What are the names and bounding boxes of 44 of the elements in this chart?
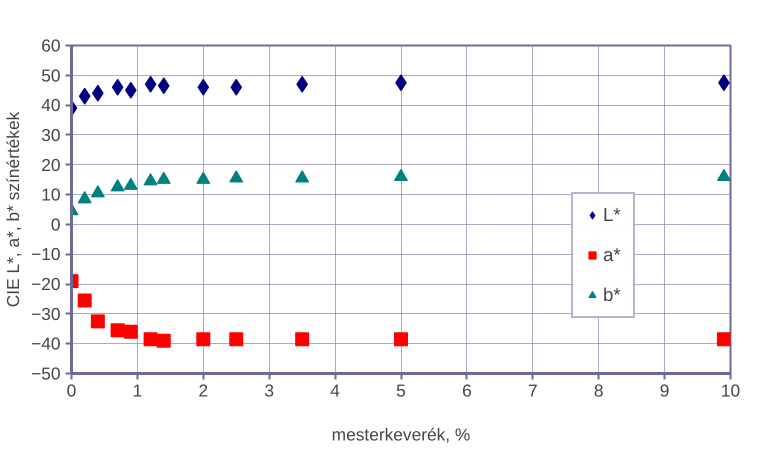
point bbox=[716, 332, 730, 346]
y-tick-label: −20 bbox=[31, 274, 61, 294]
legend-label: a* bbox=[603, 244, 622, 266]
y-tick-label: 50 bbox=[41, 65, 61, 86]
y-tick-label: −10 bbox=[31, 244, 61, 264]
point bbox=[110, 323, 125, 338]
point bbox=[124, 82, 137, 99]
x-tick-label: 2 bbox=[198, 380, 208, 400]
point bbox=[78, 88, 91, 105]
point bbox=[78, 293, 92, 308]
x-tick-label: 6 bbox=[462, 380, 472, 400]
x-tick-label: 1 bbox=[132, 380, 142, 400]
point bbox=[144, 332, 158, 346]
y-tick-label: 0 bbox=[50, 214, 61, 234]
x-tick-label: 0 bbox=[66, 380, 76, 400]
point bbox=[229, 332, 244, 346]
x-tick-label: 4 bbox=[330, 380, 340, 400]
y-tick-label: −40 bbox=[31, 334, 61, 354]
x-tick-label: 7 bbox=[528, 380, 538, 400]
x-tick-label: 5 bbox=[396, 380, 406, 400]
y-tick-label: −30 bbox=[31, 304, 61, 324]
point bbox=[230, 78, 242, 96]
y-tick-label: 30 bbox=[41, 124, 61, 145]
x-tick-label: 3 bbox=[264, 380, 274, 400]
y-tick-label: 40 bbox=[41, 95, 61, 116]
x-tick-label: 8 bbox=[594, 380, 604, 400]
y-tick-label: 20 bbox=[41, 154, 61, 175]
point bbox=[90, 314, 105, 328]
x-axis-title: mesterkeverék, % bbox=[332, 424, 470, 444]
legend-label: b* bbox=[603, 284, 622, 306]
y-tick-label: 10 bbox=[41, 184, 61, 205]
point bbox=[196, 332, 210, 346]
point bbox=[124, 324, 138, 339]
point bbox=[158, 77, 170, 94]
y-tick-label: 60 bbox=[41, 36, 61, 56]
point bbox=[197, 78, 210, 96]
x-tick-label: 10 bbox=[720, 380, 740, 400]
legend-label: L* bbox=[603, 204, 622, 226]
point bbox=[394, 332, 408, 346]
x-tick-label: 9 bbox=[660, 380, 670, 400]
y-axis-title: CIE L*, a*, b* színértékek bbox=[3, 111, 24, 308]
y-tick-label: −50 bbox=[31, 364, 61, 384]
point bbox=[295, 332, 310, 346]
point bbox=[156, 334, 171, 348]
